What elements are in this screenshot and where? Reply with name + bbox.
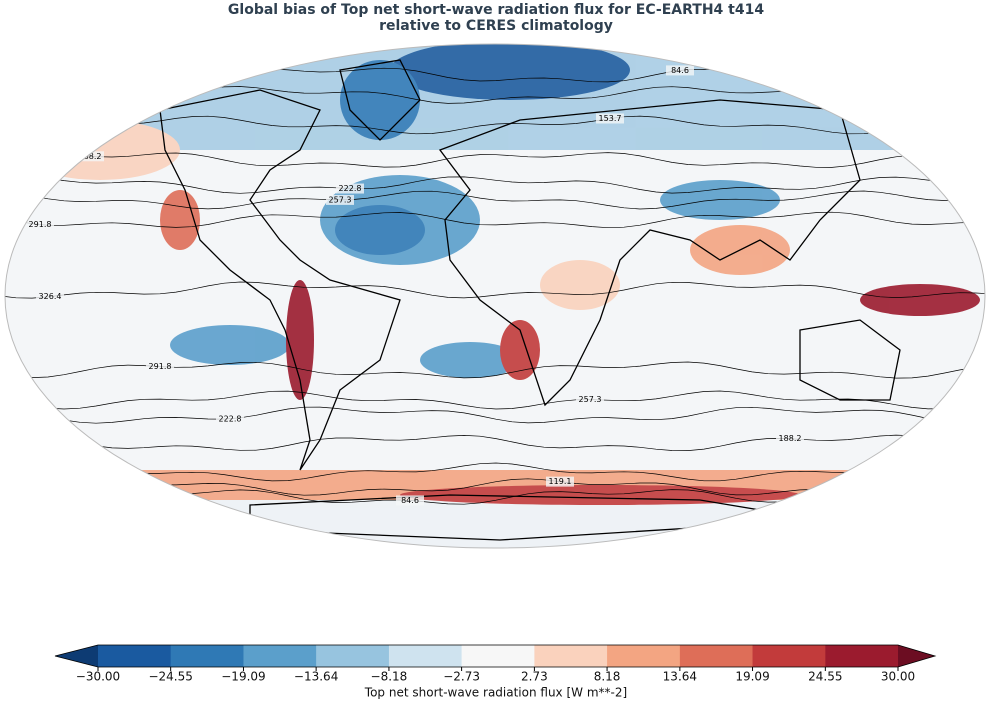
colorbar-tick-label: 2.73 bbox=[521, 670, 548, 684]
contour-label-bg bbox=[96, 464, 124, 475]
contour-label-bg bbox=[666, 65, 694, 76]
coastlines bbox=[159, 59, 901, 541]
colorbar-tick-label: 19.09 bbox=[735, 670, 769, 684]
colorbar-bin bbox=[170, 645, 244, 667]
contour-label-bg bbox=[576, 394, 604, 405]
contour-line bbox=[5, 190, 985, 210]
contour-label: 257.3 bbox=[329, 195, 352, 204]
colorbar-tick-label: 24.55 bbox=[808, 670, 842, 684]
contour-label: 222.8 bbox=[339, 184, 362, 193]
colorbar-tick-label: −24.55 bbox=[148, 670, 192, 684]
colorbar-bin bbox=[679, 645, 754, 667]
map-border bbox=[4, 43, 986, 549]
contour-label-bg bbox=[146, 361, 174, 372]
contour-label: 188.2 bbox=[779, 434, 802, 443]
contour-label-bg bbox=[26, 219, 54, 230]
title: Global bias of Top net short-wave radiat… bbox=[228, 2, 764, 18]
contour-label: 326.4 bbox=[39, 292, 62, 301]
contour-label-bg bbox=[776, 433, 804, 444]
colorbar-extend-high bbox=[898, 645, 935, 667]
contour-line bbox=[5, 211, 985, 229]
colorbar-tick-label: 30.00 bbox=[881, 670, 915, 684]
contour-line bbox=[5, 462, 985, 482]
contour-label: 257.3 bbox=[579, 395, 602, 404]
contour-label-bg bbox=[106, 92, 134, 103]
contour-label-bg bbox=[36, 291, 64, 302]
contour-label: 84.6 bbox=[401, 496, 419, 505]
colorbar-tick-label: 8.18 bbox=[594, 670, 621, 684]
contour-label-bg bbox=[76, 151, 104, 162]
colorbar-tick-label: −8.18 bbox=[371, 670, 408, 684]
contour-label-bg bbox=[216, 413, 244, 424]
colorbar-tick-label: −13.64 bbox=[294, 670, 338, 684]
colorbar-bin bbox=[243, 645, 317, 667]
contour-label-bg bbox=[596, 113, 624, 124]
contour-line bbox=[5, 406, 985, 424]
colorbar-extend-low bbox=[55, 645, 98, 667]
contour-label: 84.6 bbox=[671, 66, 689, 75]
colorbar-bin bbox=[607, 645, 681, 667]
contour-line bbox=[5, 434, 985, 451]
contour-line bbox=[5, 176, 985, 194]
colorbar-bin bbox=[98, 645, 172, 667]
colorbar-bin bbox=[825, 645, 899, 667]
colorbar-tick-label: −30.00 bbox=[76, 670, 120, 684]
contour-label: 119.1 bbox=[109, 93, 132, 102]
colorbar-tick-label: −19.09 bbox=[221, 670, 265, 684]
contour-label: 291.8 bbox=[29, 220, 52, 229]
colorbar-label: Top net short-wave radiation flux [W m**… bbox=[364, 686, 627, 700]
contour-label-bg bbox=[336, 183, 364, 194]
colorbar-bin bbox=[461, 645, 535, 667]
contour-label: 291.8 bbox=[149, 362, 172, 371]
contour-label: 153.7 bbox=[99, 465, 122, 474]
contour-label-bg bbox=[396, 495, 424, 506]
contour-line bbox=[5, 152, 985, 168]
contour-label: 222.8 bbox=[219, 414, 242, 423]
colorbar-tick-label: 13.64 bbox=[663, 670, 697, 684]
contour-label-bg bbox=[546, 476, 574, 487]
contour-line bbox=[5, 281, 985, 299]
colorbar-tick-label: −2.73 bbox=[443, 670, 480, 684]
contour-line bbox=[5, 115, 985, 135]
colorbar: −30.00 −24.55 −19.09 −13.64 −8.18 −2.73 2.73 8.… bbox=[54, 644, 937, 684]
colorbar-bin bbox=[752, 645, 826, 667]
colorbar-bin bbox=[534, 645, 608, 667]
contour-line bbox=[5, 390, 985, 410]
contour-label-bg bbox=[326, 194, 354, 205]
colorbar-bin bbox=[388, 645, 463, 667]
contour-label: 119.1 bbox=[549, 477, 572, 486]
contour-label: 188.2 bbox=[79, 152, 102, 161]
subtitle: relative to CERES climatology bbox=[379, 18, 613, 34]
colorbar-bin bbox=[316, 645, 390, 667]
contour-label: 153.7 bbox=[599, 114, 622, 123]
